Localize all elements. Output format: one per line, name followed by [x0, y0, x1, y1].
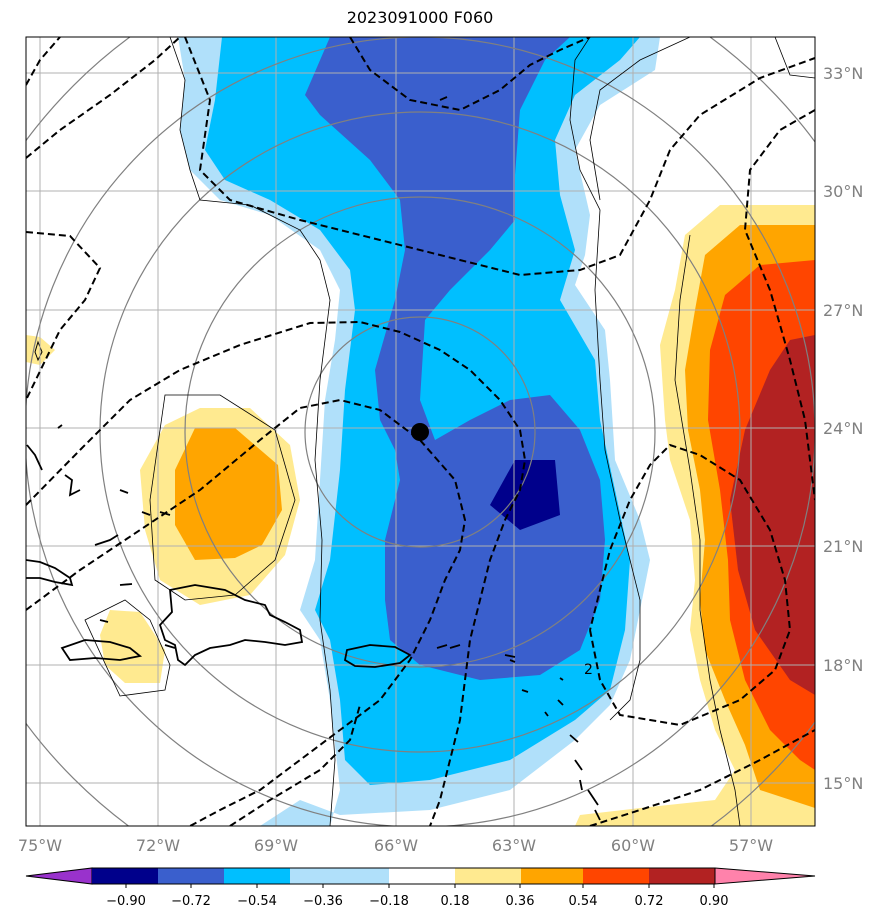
- hispaniola-coast: [158, 584, 304, 667]
- lon-label: 57°W: [729, 836, 773, 855]
- colorbar-tick-label: 0.54: [569, 894, 598, 909]
- lat-label: 27°N: [823, 301, 863, 320]
- colorbar-tick-label: 0.36: [506, 894, 535, 909]
- lat-label: 21°N: [823, 537, 863, 556]
- cuba-coast: [26, 559, 74, 587]
- colorbar-tick-label: −0.72: [171, 894, 211, 909]
- colorbar-bin: [521, 868, 583, 884]
- contour-value-label: 2: [584, 662, 593, 678]
- colorbar-tick-label: −0.90: [106, 894, 146, 909]
- colorbar-tick-label: −0.36: [303, 894, 343, 909]
- lat-label: 30°N: [823, 182, 863, 201]
- anomaly-fill-neg-072: [490, 460, 560, 530]
- jamaica-coast: [60, 639, 143, 661]
- dashed-contours: [26, 37, 815, 826]
- latitude-labels: 33°N 30°N 27°N 24°N 21°N 18°N 15°N: [823, 64, 863, 793]
- anomaly-fill-pos-036-west: [175, 428, 282, 560]
- colorbar-tick-label: 0.72: [635, 894, 664, 909]
- lon-label: 60°W: [611, 836, 655, 855]
- puerto-rico-coast: [343, 644, 412, 668]
- colorbar-bin: [455, 868, 521, 884]
- lon-label: 63°W: [492, 836, 536, 855]
- colorbar-tick-label: −0.54: [237, 894, 277, 909]
- colorbar-extend-high: [714, 867, 816, 885]
- solid-contours: [84, 37, 815, 826]
- colorbar-ticks: [125, 884, 715, 888]
- lat-label: 33°N: [823, 64, 863, 83]
- map-title: 2023091000 F060: [346, 8, 494, 27]
- storm-center-marker: [411, 423, 429, 441]
- colorbar-tick-label: −0.18: [369, 894, 409, 909]
- lon-label: 66°W: [374, 836, 418, 855]
- colorbar-bin: [224, 868, 290, 884]
- colorbar-extend-low: [25, 867, 93, 885]
- colorbar-bin: [290, 868, 356, 884]
- colorbar-bin: [92, 868, 158, 884]
- plot-frame: [25, 36, 816, 827]
- lon-label: 75°W: [18, 836, 62, 855]
- coastlines: [26, 96, 601, 821]
- gridlines: [26, 37, 815, 826]
- longitude-labels: 75°W 72°W 69°W 66°W 63°W 60°W 57°W: [18, 836, 773, 855]
- colorbar-tick-label: 0.18: [441, 894, 470, 909]
- lon-label: 72°W: [136, 836, 180, 855]
- colorbar-bin: [649, 868, 715, 884]
- lat-label: 15°N: [823, 774, 863, 793]
- colorbar-bin: [158, 868, 224, 884]
- colorbar-tick-label: 0.90: [700, 894, 729, 909]
- lon-label: 69°W: [254, 836, 298, 855]
- colorbar-bin: [583, 868, 649, 884]
- lat-label: 18°N: [823, 656, 863, 675]
- lat-label: 24°N: [823, 419, 863, 438]
- colorbar-bin: [389, 868, 455, 884]
- small-contour-nw: [34, 340, 43, 362]
- colorbar: −0.90 −0.72 −0.54 −0.36 −0.18 0.18 0.36 …: [25, 867, 816, 909]
